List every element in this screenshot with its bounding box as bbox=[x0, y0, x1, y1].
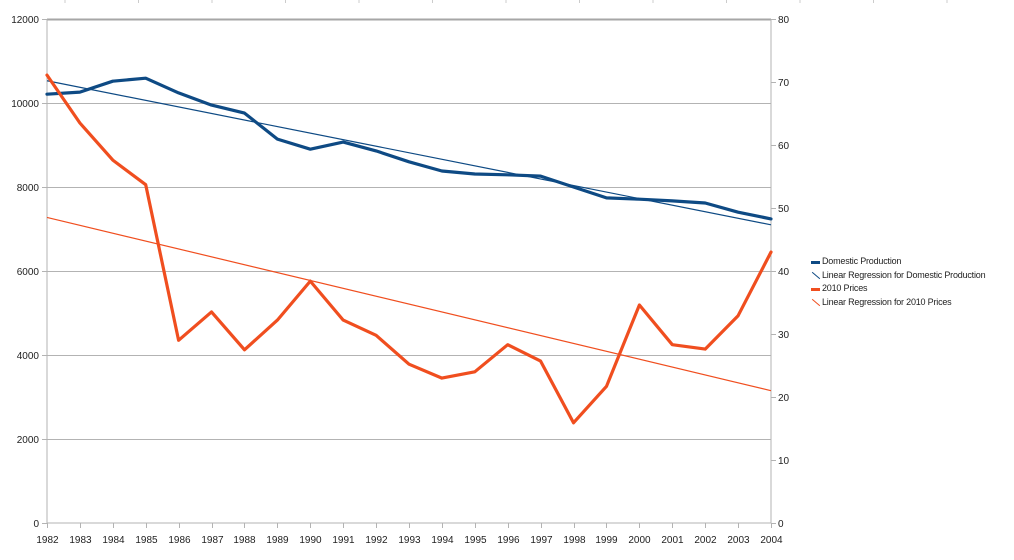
x-axis-ticks: 1982 1983 1984 1985 1986 1987 1988 1989 1990 1991… bbox=[36, 523, 783, 546]
x-tick-label: 1989 bbox=[266, 535, 289, 546]
right-tick-label: 80 bbox=[778, 15, 790, 26]
legend-label: 2010 Prices bbox=[822, 283, 868, 293]
left-tick-label: 4000 bbox=[17, 351, 40, 362]
x-tick-label: 1988 bbox=[233, 535, 256, 546]
legend-item: Domestic Production bbox=[811, 255, 985, 269]
right-tick-label: 0 bbox=[778, 519, 784, 530]
left-tick-label: 2000 bbox=[17, 435, 40, 446]
x-tick-label: 1995 bbox=[464, 535, 487, 546]
right-tick-label: 10 bbox=[778, 456, 790, 467]
x-tick-label: 2002 bbox=[694, 535, 717, 546]
linear-regression-for-domestic-production-line bbox=[46, 80, 772, 226]
x-tick-label: 1982 bbox=[36, 535, 59, 546]
left-tick-label: 6000 bbox=[17, 267, 40, 278]
x-tick-label: 1999 bbox=[595, 535, 618, 546]
x-tick-label: 1998 bbox=[563, 535, 586, 546]
top-edge-ticks bbox=[64, 0, 948, 3]
x-tick-label: 1997 bbox=[530, 535, 553, 546]
series-swatch-icon bbox=[811, 284, 820, 294]
x-tick-label: 1987 bbox=[201, 535, 224, 546]
regression-swatch-icon bbox=[811, 270, 820, 280]
right-tick-label: 50 bbox=[778, 204, 790, 215]
right-tick-label: 70 bbox=[778, 78, 790, 89]
legend-item: Linear Regression for Domestic Productio… bbox=[811, 269, 986, 283]
left-axis-ticks: 0 2000 4000 6000 8000 10000 12000 bbox=[11, 15, 47, 530]
legend: Domestic Production Linear Regression for… bbox=[811, 255, 986, 310]
right-tick-label: 20 bbox=[778, 393, 790, 404]
x-tick-label: 1986 bbox=[168, 535, 191, 546]
legend-label: Domestic Production bbox=[822, 256, 902, 266]
legend-item: 2010 Prices bbox=[811, 282, 985, 296]
x-tick-label: 2003 bbox=[727, 535, 750, 546]
legend-item: Linear Regression for 2010 Prices bbox=[811, 296, 985, 310]
right-axis-ticks: 0 10 20 30 40 50 60 70 80 bbox=[771, 15, 790, 530]
series-swatch-icon bbox=[811, 257, 820, 267]
legend-label: Linear Regression for Domestic Productio… bbox=[822, 269, 986, 280]
left-tick-label: 10000 bbox=[11, 99, 39, 110]
left-tick-label: 0 bbox=[33, 519, 39, 530]
left-tick-label: 8000 bbox=[17, 183, 40, 194]
domestic-production-line bbox=[45, 76, 773, 221]
linear-regression-for-2010-prices-line bbox=[46, 216, 772, 392]
right-tick-label: 60 bbox=[778, 141, 790, 152]
x-tick-label: 1994 bbox=[431, 535, 454, 546]
right-tick-label: 40 bbox=[778, 267, 790, 278]
2010-prices-line bbox=[45, 73, 773, 425]
x-tick-label: 1985 bbox=[135, 535, 158, 546]
x-tick-label: 2004 bbox=[760, 535, 783, 546]
x-tick-label: 1991 bbox=[332, 535, 355, 546]
regression-swatch-icon bbox=[811, 297, 820, 307]
legend-label: Linear Regression for 2010 Prices bbox=[822, 296, 952, 307]
x-tick-label: 2001 bbox=[661, 535, 684, 546]
x-tick-label: 1993 bbox=[398, 535, 421, 546]
series-layer bbox=[45, 73, 773, 425]
gridlines bbox=[47, 18, 771, 440]
x-tick-label: 1983 bbox=[69, 535, 92, 546]
x-tick-label: 1984 bbox=[102, 535, 125, 546]
right-tick-label: 30 bbox=[778, 330, 790, 341]
left-tick-label: 12000 bbox=[11, 15, 39, 26]
x-tick-label: 1992 bbox=[365, 535, 388, 546]
x-tick-label: 1990 bbox=[299, 535, 322, 546]
x-tick-label: 1996 bbox=[497, 535, 520, 546]
x-tick-label: 2000 bbox=[628, 535, 651, 546]
